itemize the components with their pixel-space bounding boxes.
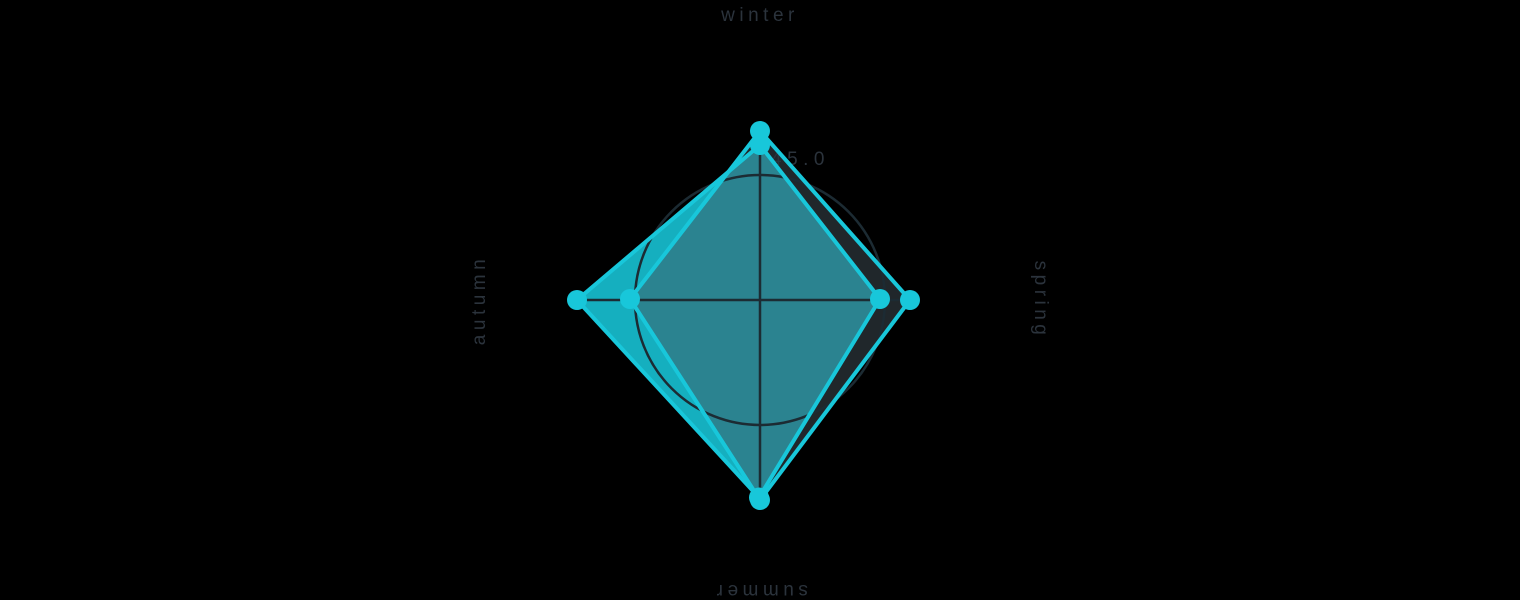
svg-text:spring: spring [1030,261,1051,340]
svg-text:autumn: autumn [469,255,490,345]
svg-text:summer: summer [712,580,808,600]
svg-text:winter: winter [720,5,799,26]
